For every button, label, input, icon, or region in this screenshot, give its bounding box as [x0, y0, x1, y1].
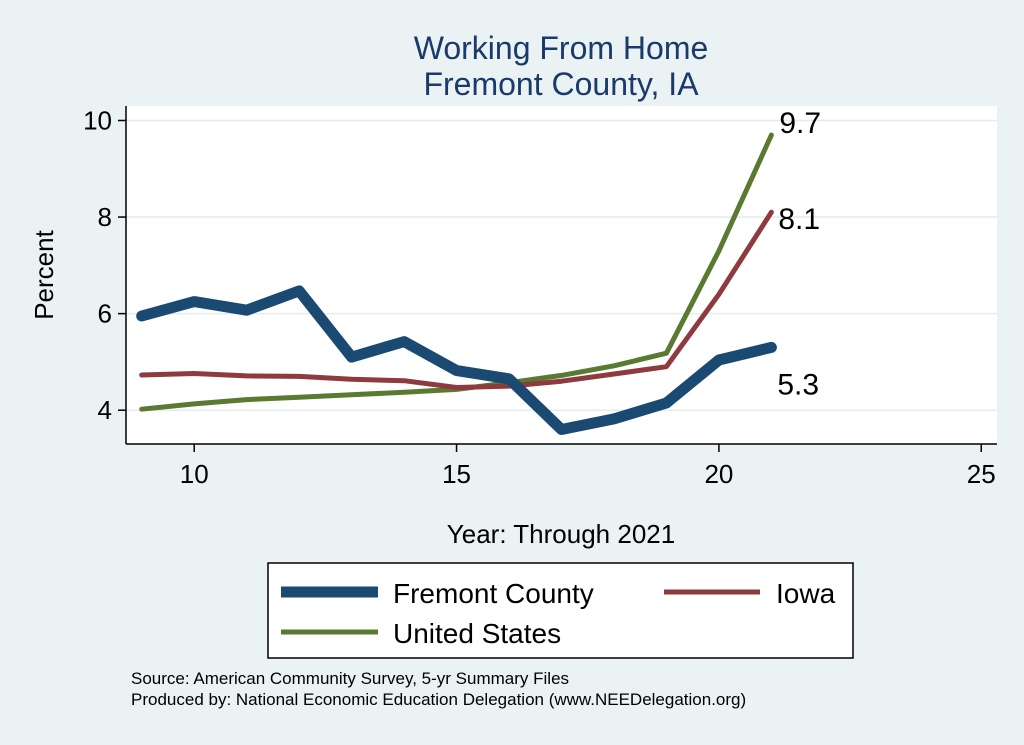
gridlines: [126, 119, 997, 411]
end-label-united-states: 9.7: [779, 107, 821, 140]
chart-title-line-1: Working From Home: [414, 30, 709, 66]
chart-title-line-2: Fremont County, IA: [423, 66, 699, 102]
producer-note: Produced by: National Economic Education…: [131, 690, 747, 709]
plot-area: [126, 106, 997, 444]
y-tick-label-8: 8: [98, 202, 112, 232]
y-axis-ticks: 4 6 8 10: [83, 105, 126, 425]
end-labels: 5.3 8.1 9.7: [777, 107, 821, 401]
legend-label-united-states: United States: [393, 618, 561, 649]
y-tick-label-6: 6: [98, 299, 112, 329]
legend-label-iowa: Iowa: [776, 578, 836, 609]
source-note: Source: American Community Survey, 5-yr …: [131, 669, 570, 688]
x-tick-label-20: 20: [704, 459, 733, 489]
x-tick-label-25: 25: [967, 459, 996, 489]
y-tick-label-4: 4: [98, 395, 112, 425]
series-line-fremont-county: [136, 285, 777, 435]
x-tick-label-10: 10: [180, 459, 209, 489]
y-tick-label-10: 10: [83, 105, 112, 135]
legend-box: [267, 562, 854, 659]
x-tick-label-15: 15: [442, 459, 471, 489]
legend-label-fremont-county: Fremont County: [393, 578, 594, 609]
x-axis-label: Year: Through 2021: [447, 519, 675, 549]
end-label-fremont-county: 5.3: [777, 368, 819, 401]
series-lines: [136, 132, 777, 435]
x-axis-ticks: 10 15 20 25: [180, 444, 996, 489]
end-label-iowa: 8.1: [778, 203, 820, 236]
series-line-iowa: [139, 209, 774, 390]
y-axis-label: Percent: [29, 229, 59, 319]
